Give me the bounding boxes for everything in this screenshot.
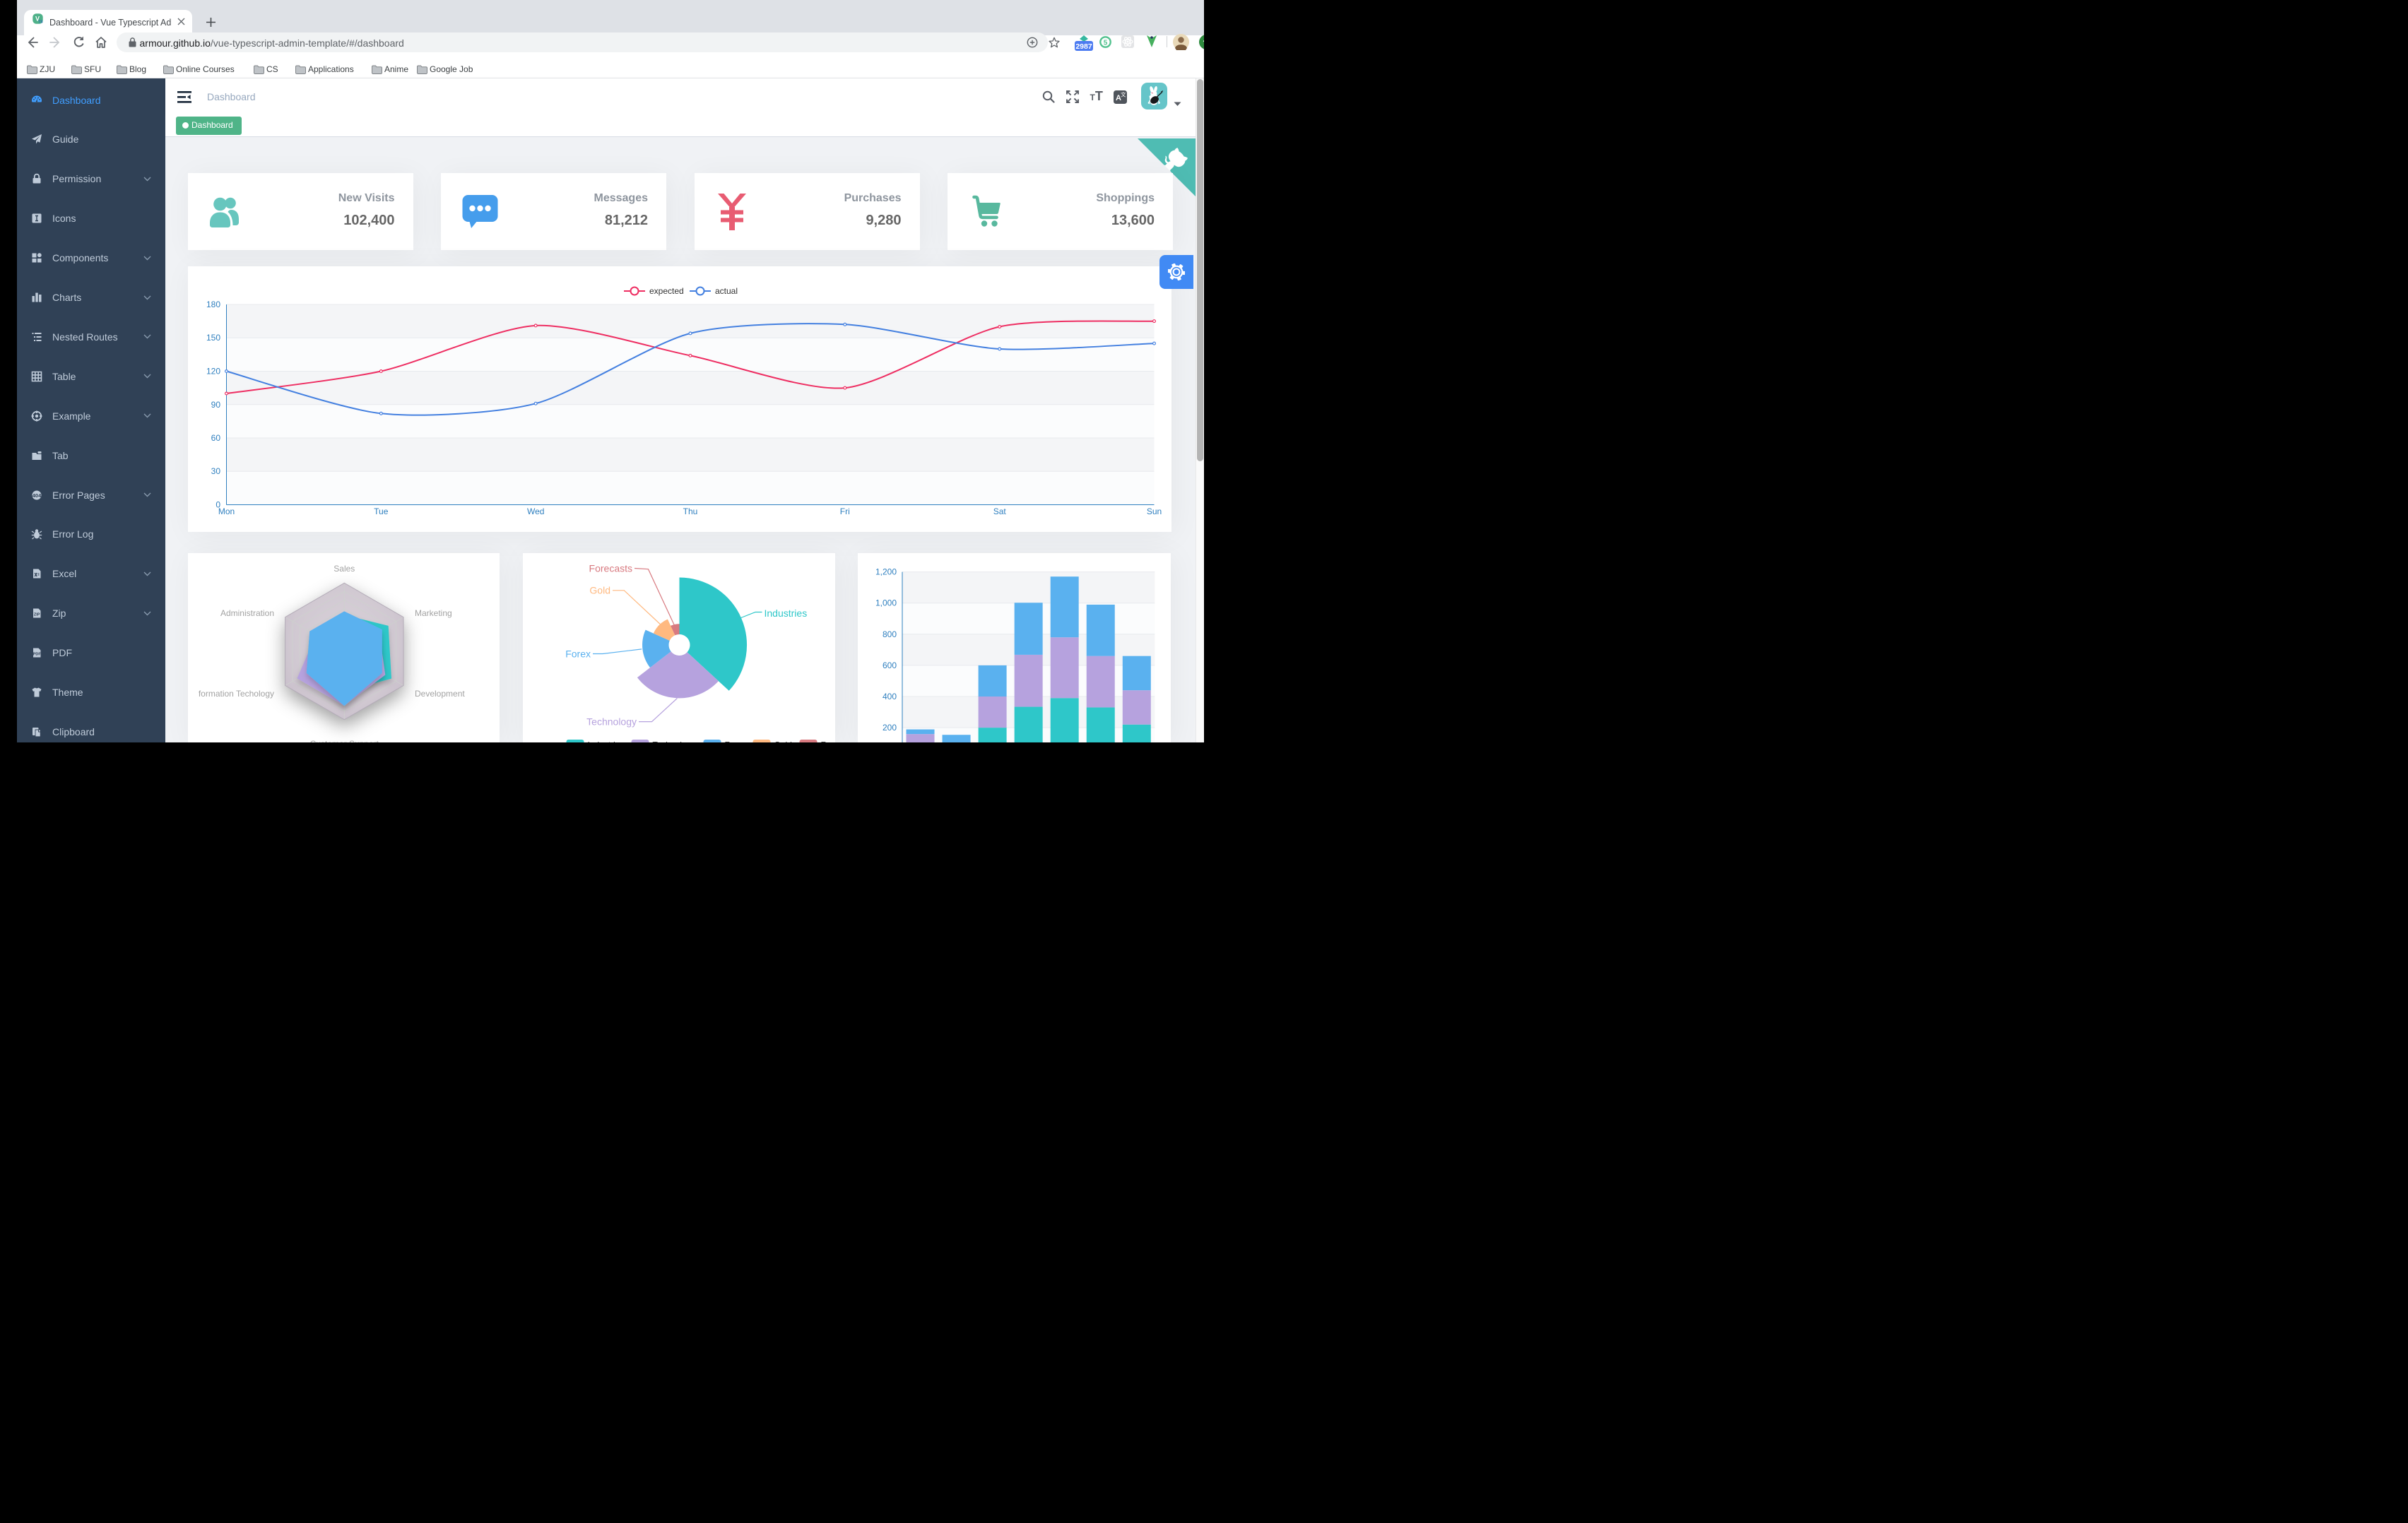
svg-text:2987: 2987 xyxy=(1075,42,1092,51)
svg-text:ZIP: ZIP xyxy=(34,613,40,617)
svg-text:Sun: Sun xyxy=(1147,506,1162,516)
svg-text:800: 800 xyxy=(883,629,897,639)
svg-text:Tue: Tue xyxy=(374,506,389,516)
svg-text:404: 404 xyxy=(33,492,42,498)
svg-text:200: 200 xyxy=(883,723,897,733)
svg-text:formation Techology: formation Techology xyxy=(198,689,273,699)
svg-text:Marketing: Marketing xyxy=(415,608,452,618)
svg-text:Thu: Thu xyxy=(683,506,698,516)
svg-text:Mon: Mon xyxy=(218,506,235,516)
svg-text:Gold: Gold xyxy=(774,740,791,743)
svg-text:A: A xyxy=(1116,94,1121,102)
svg-text:TS: TS xyxy=(38,20,43,23)
svg-text:1,000: 1,000 xyxy=(875,598,897,608)
svg-text:90: 90 xyxy=(211,400,221,410)
svg-text:Sales: Sales xyxy=(334,564,355,574)
svg-text:120: 120 xyxy=(206,367,220,377)
svg-text:Customer Support: Customer Support xyxy=(309,739,379,742)
svg-text:Administration: Administration xyxy=(220,608,273,618)
svg-text:Fri: Fri xyxy=(840,506,850,516)
svg-text:actual: actual xyxy=(715,286,738,296)
svg-text:30: 30 xyxy=(211,466,221,476)
svg-text:Sat: Sat xyxy=(993,506,1007,516)
svg-text:Technology: Technology xyxy=(652,740,695,743)
svg-text:1,200: 1,200 xyxy=(875,567,897,577)
svg-text:600: 600 xyxy=(883,660,897,670)
svg-text:V: V xyxy=(35,15,40,22)
svg-text:Industries: Industries xyxy=(587,740,624,743)
svg-text:180: 180 xyxy=(206,300,220,309)
svg-text:文: 文 xyxy=(1121,90,1126,97)
svg-text:Industries: Industries xyxy=(764,608,807,619)
svg-text:PDF: PDF xyxy=(33,653,42,657)
svg-text:Development: Development xyxy=(415,689,465,699)
svg-text:expected: expected xyxy=(649,286,684,296)
svg-text:60: 60 xyxy=(211,433,221,443)
svg-text:5: 5 xyxy=(1103,40,1107,47)
svg-text:Technology: Technology xyxy=(586,716,637,728)
svg-text:Forex: Forex xyxy=(724,740,746,743)
svg-text:Forecasts: Forecasts xyxy=(589,563,632,574)
svg-text:Forex: Forex xyxy=(565,648,591,660)
svg-text:Gold: Gold xyxy=(589,585,610,596)
svg-text:400: 400 xyxy=(883,692,897,701)
svg-text:Wed: Wed xyxy=(527,506,544,516)
svg-text:Forecasts: Forecasts xyxy=(820,740,835,743)
svg-text:0: 0 xyxy=(216,500,220,510)
svg-text:150: 150 xyxy=(206,333,220,343)
